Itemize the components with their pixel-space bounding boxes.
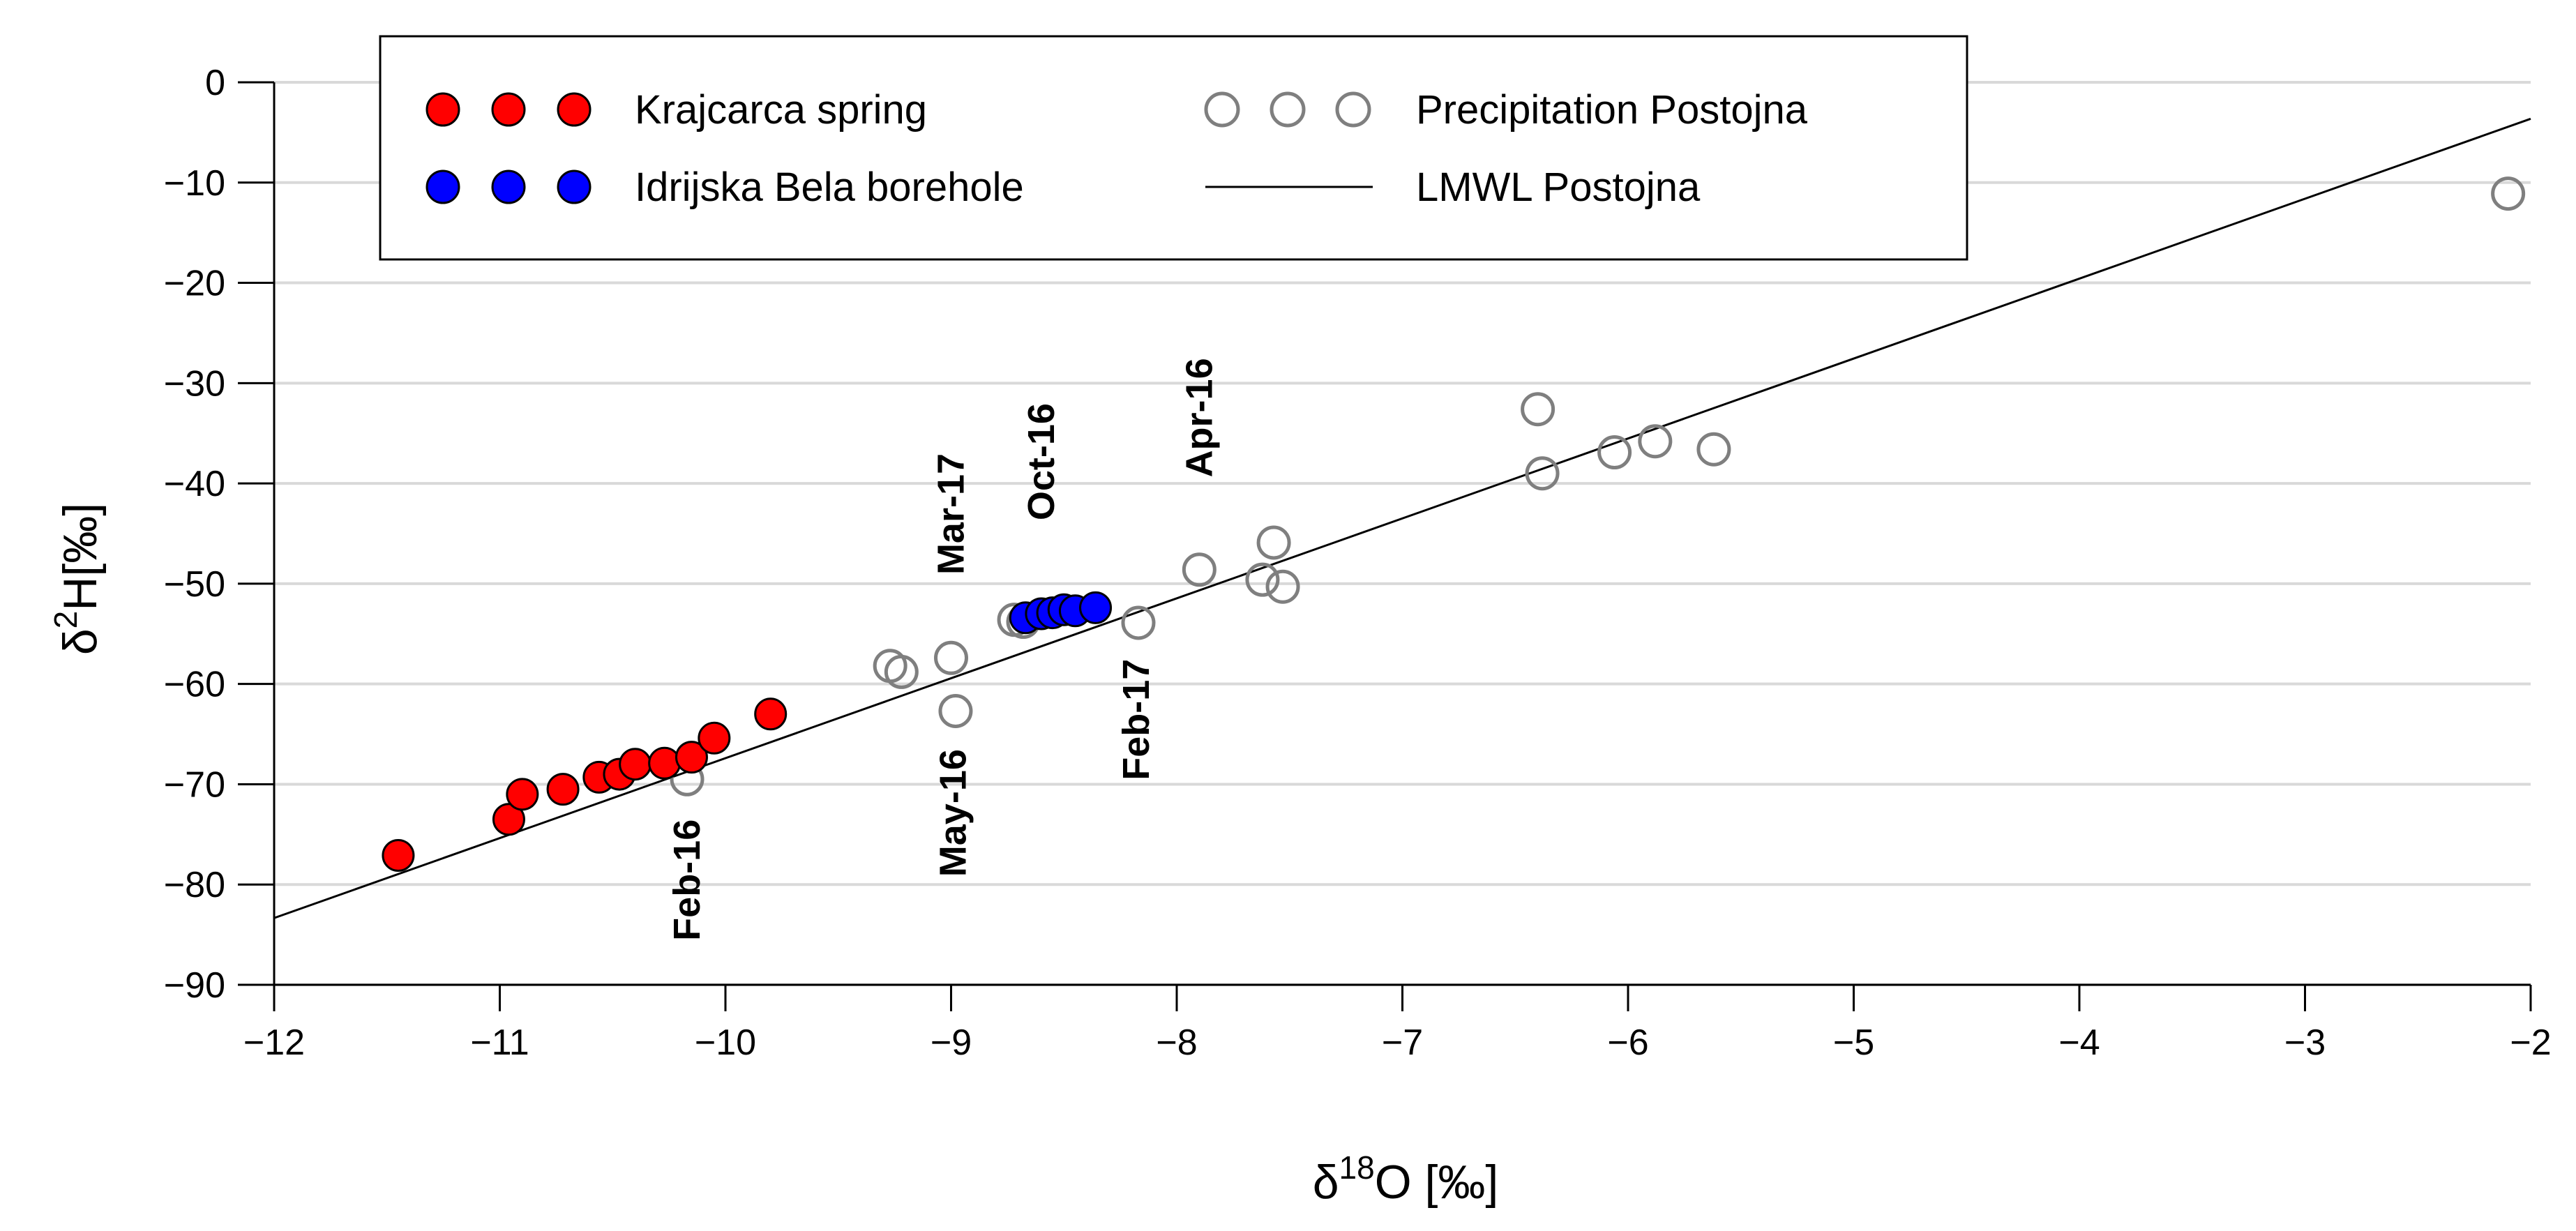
annotation-apr-16: Apr-16 <box>1178 358 1220 477</box>
lmwl-line <box>273 117 2531 919</box>
point-precipitation-postojna <box>884 654 919 689</box>
y-tick-label: −70 <box>164 764 225 805</box>
data-points <box>382 176 2526 873</box>
point-precipitation-postojna <box>1265 569 1300 604</box>
annotation-feb-16: Feb-16 <box>666 820 708 941</box>
annotation-mar-17: Mar-17 <box>931 453 972 575</box>
legend-entry-krajcarca: Krajcarca spring <box>425 87 927 133</box>
legend-marker <box>491 169 526 204</box>
x-axis-title-text: O [‰] <box>1375 1156 1499 1209</box>
point-precipitation-postojna <box>938 693 973 728</box>
annotation-may-16: May-16 <box>933 749 974 877</box>
x-tick-label: −5 <box>1833 1022 1874 1063</box>
y-axis-title-text: H[‰] <box>54 503 107 611</box>
x-axis-title-superscript: 18 <box>1339 1149 1375 1186</box>
point-precipitation-postojna <box>1525 456 1560 491</box>
point-precipitation-postojna <box>1521 392 1556 427</box>
point-precipitation-postojna <box>1245 562 1280 597</box>
y-axis-title-superscript: 2 <box>47 611 84 629</box>
x-tick-label: −9 <box>931 1022 972 1063</box>
legend-marker <box>557 92 592 127</box>
y-axis-title-symbol: δ <box>54 628 107 655</box>
axes: 0 −10 −20 −30 −40 −50 −60 −70 −80 −90 −12 −11 −10 −9 −… <box>164 63 2552 1063</box>
x-tick-label: −12 <box>243 1022 305 1063</box>
x-tick-label: −10 <box>695 1022 756 1063</box>
legend-label-lmwl: LMWL Postojna <box>1416 165 1701 210</box>
legend-label-krajcarca: Krajcarca spring <box>635 87 927 133</box>
annotation-oct-16: Oct-16 <box>1020 403 1062 520</box>
y-tick-label: −80 <box>164 865 225 905</box>
legend-marker <box>425 169 460 204</box>
point-krajcarca-spring <box>546 773 580 806</box>
legend-box <box>379 35 1968 261</box>
y-tick-label: 0 <box>205 63 225 103</box>
x-axis-title: δ18O [‰] <box>1313 1149 1499 1209</box>
legend-marker <box>491 92 526 127</box>
point-krajcarca-spring <box>619 748 652 781</box>
point-precipitation-postojna <box>1121 605 1156 640</box>
annotations: Feb-16 May-16 Mar-17 Oct-16 Feb-17 Apr-16 <box>666 358 1220 940</box>
legend-marker <box>1204 91 1240 128</box>
x-tick-label: −3 <box>2284 1022 2326 1063</box>
x-tick-label: −2 <box>2510 1022 2551 1063</box>
y-tick-label: −50 <box>164 564 225 605</box>
point-krajcarca-spring <box>506 778 539 811</box>
point-precipitation-postojna <box>2491 176 2526 211</box>
legend-label-precipitation: Precipitation Postojna <box>1416 87 1808 133</box>
point-precipitation-postojna <box>1256 525 1291 560</box>
x-tick-label: −8 <box>1156 1022 1197 1063</box>
x-tick-label: −7 <box>1382 1022 1423 1063</box>
legend-label-idrijska: Idrijska Bela borehole <box>635 165 1024 210</box>
y-tick-label: −60 <box>164 665 225 705</box>
point-precipitation-postojna <box>1182 552 1217 587</box>
point-krajcarca-spring <box>675 741 708 774</box>
point-krajcarca-spring <box>492 803 525 836</box>
point-krajcarca-spring <box>648 746 681 780</box>
lmwl-line-layer <box>273 117 2531 919</box>
legend: Krajcarca spring Idrijska Bela borehole … <box>379 35 1968 261</box>
point-krajcarca-spring <box>754 697 788 731</box>
annotation-feb-17: Feb-17 <box>1115 659 1157 780</box>
y-axis-title: δ2H[‰] <box>47 503 107 655</box>
y-tick-label: −40 <box>164 464 225 504</box>
point-krajcarca-spring <box>698 721 731 755</box>
point-idrijska-bela-borehole <box>1079 591 1113 624</box>
legend-entry-lmwl: LMWL Postojna <box>1205 165 1701 210</box>
legend-marker <box>1335 91 1371 128</box>
legend-marker <box>557 169 592 204</box>
x-tick-label: −11 <box>470 1022 529 1063</box>
y-tick-label: −20 <box>164 264 225 304</box>
legend-marker <box>425 92 460 127</box>
point-precipitation-postojna <box>1696 432 1731 467</box>
y-tick-label: −30 <box>164 363 225 404</box>
point-precipitation-postojna <box>1638 424 1673 459</box>
x-tick-label: −4 <box>2058 1022 2100 1063</box>
y-tick-label: −90 <box>164 965 225 1006</box>
point-precipitation-postojna <box>934 640 968 675</box>
y-tick-label: −10 <box>164 163 225 204</box>
x-axis-title-symbol: δ <box>1313 1156 1339 1209</box>
x-tick-label: −6 <box>1607 1022 1648 1063</box>
legend-marker <box>1270 91 1306 128</box>
point-krajcarca-spring <box>382 839 415 873</box>
legend-entry-idrijska: Idrijska Bela borehole <box>425 165 1024 210</box>
point-precipitation-postojna <box>1597 435 1632 470</box>
legend-entry-precipitation: Precipitation Postojna <box>1204 87 1808 133</box>
